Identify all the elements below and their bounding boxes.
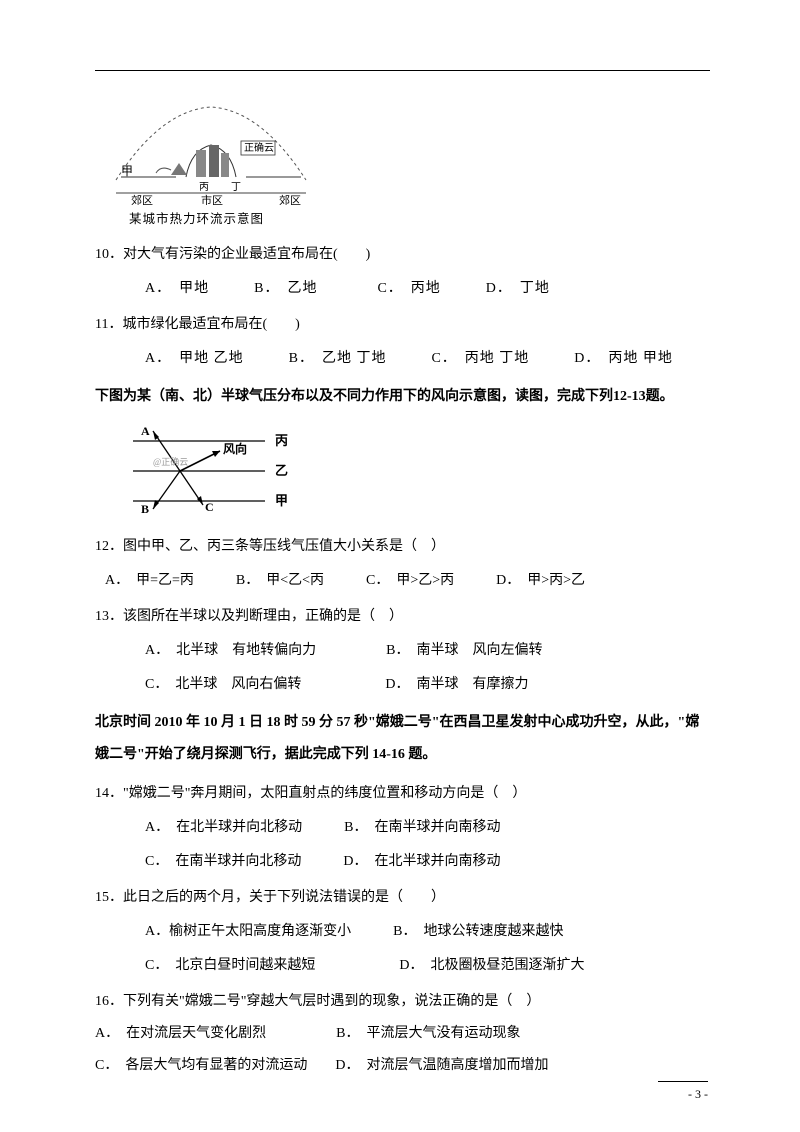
svg-text:丙: 丙: [199, 182, 209, 193]
label-jia: 甲: [121, 164, 133, 178]
thermal-circulation-diagram: 正确云 甲 丙 丁 郊区 市区 郊区 某城市热力环流示意图: [101, 95, 710, 227]
label-suburb-r: 郊区: [279, 194, 301, 205]
q16-line1: A． 在对流层天气变化剧烈 B． 平流层大气没有运动现象: [95, 1020, 710, 1048]
q10-options: A． 甲地 B． 乙地 C． 丙地 D． 丁地: [145, 275, 710, 303]
q14-line1: A． 在北半球并向北移动 B． 在南半球并向南移动: [145, 814, 710, 842]
diagram1-caption: 某城市热力环流示意图: [129, 208, 710, 227]
label-suburb-l: 郊区: [131, 194, 153, 205]
q12-options: A． 甲=乙=丙 B． 甲<乙<丙 C． 甲>乙>丙 D． 甲>丙>乙: [105, 567, 710, 595]
q14-line2: C． 在南半球并向北移动 D． 在北半球并向南移动: [145, 848, 710, 876]
page-number: - 3 -: [688, 1087, 708, 1102]
label-C: C: [205, 500, 214, 514]
wind-diagram: 丙 乙 甲 A B C 风向 @正确云: [115, 423, 710, 523]
q13-line1: A． 北半球 有地转偏向力 B． 南半球 风向左偏转: [145, 637, 710, 665]
intro-12-13: 下图为某（南、北）半球气压分布以及不同力作用下的风向示意图，读图，完成下列12-…: [95, 381, 710, 413]
watermark-text: 正确云: [244, 141, 274, 154]
q12-stem: 12．图中甲、乙、丙三条等压线气压值大小关系是（ ）: [95, 533, 710, 561]
label-A: A: [141, 424, 150, 438]
label-city: 市区: [201, 193, 223, 205]
label-B: B: [141, 502, 149, 516]
q15-line1: A．榆树正午太阳高度角逐渐变小 B． 地球公转速度越来越快: [145, 918, 710, 946]
footer-rule: [658, 1081, 708, 1082]
label-wind: 风向: [223, 441, 247, 456]
svg-text:丁: 丁: [231, 182, 241, 193]
q16-line2: C． 各层大气均有显著的对流运动 D． 对流层气温随高度增加而增加: [95, 1052, 710, 1080]
q13-line2: C． 北半球 风向右偏转 D． 南半球 有摩擦力: [145, 671, 710, 699]
label-bing: 丙: [275, 433, 288, 448]
q15-line2: C． 北京白昼时间越来越短 D． 北极圈极昼范围逐渐扩大: [145, 952, 710, 980]
q11-options: A． 甲地 乙地 B． 乙地 丁地 C． 丙地 丁地 D． 丙地 甲地: [145, 345, 710, 373]
q16-stem: 16．下列有关"嫦娥二号"穿越大气层时遇到的现象，说法正确的是（ ）: [95, 988, 710, 1016]
label-yi: 乙: [275, 463, 288, 478]
q11-stem: 11．城市绿化最适宜布局在( ): [95, 311, 710, 339]
q14-stem: 14．"嫦娥二号"奔月期间，太阳直射点的纬度位置和移动方向是（ ）: [95, 780, 710, 808]
q15-stem: 15．此日之后的两个月，关于下列说法错误的是（ ）: [95, 884, 710, 912]
label-jia2: 甲: [275, 493, 288, 508]
q13-stem: 13．该图所在半球以及判断理由，正确的是（ ）: [95, 603, 710, 631]
intro-14-16: 北京时间 2010 年 10 月 1 日 18 时 59 分 57 秒"嫦娥二号…: [95, 707, 710, 771]
watermark2: @正确云: [153, 456, 188, 467]
q10-stem: 10．对大气有污染的企业最适宜布局在( ): [95, 241, 710, 269]
